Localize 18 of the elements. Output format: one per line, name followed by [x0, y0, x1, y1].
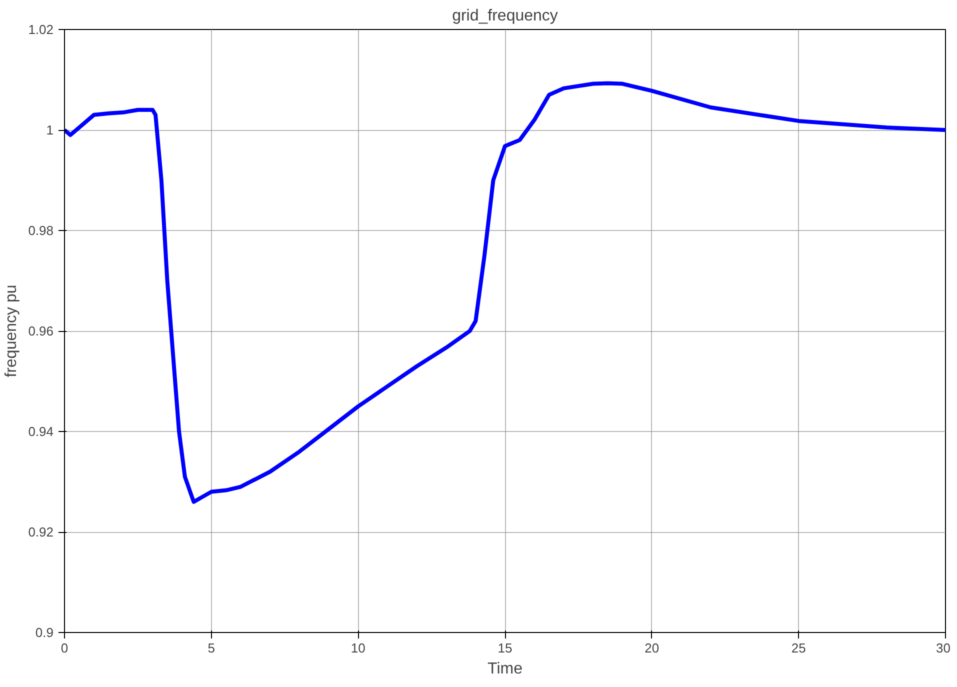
x-tick-label: 25 — [791, 640, 806, 656]
y-tick-label: 1.02 — [28, 22, 54, 37]
line-series — [64, 81, 946, 504]
x-tick-label: 5 — [208, 640, 215, 656]
x-axis-title: Time — [488, 660, 523, 678]
y-tick-label: 0.96 — [28, 324, 54, 338]
y-axis-title: frequency pu — [3, 284, 20, 378]
x-tick-label: 20 — [644, 640, 660, 656]
y-tick-label: 0.98 — [28, 223, 54, 238]
chart-title: grid_frequency — [452, 8, 558, 24]
y-tick-label: 0.9 — [35, 625, 54, 640]
x-tick-label: 30 — [936, 640, 951, 656]
y-tick-label: 0.92 — [28, 524, 54, 540]
x-tick-label: 15 — [498, 640, 512, 656]
x-tick-label: 10 — [350, 640, 366, 656]
y-tick-label: 0.94 — [28, 424, 54, 439]
x-tick-label: 0 — [60, 640, 68, 656]
y-tick-label: 1 — [46, 122, 54, 138]
